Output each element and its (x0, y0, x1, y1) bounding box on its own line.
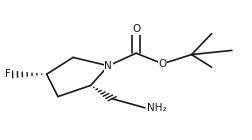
Text: F: F (6, 69, 11, 80)
Text: O: O (132, 24, 140, 34)
Text: O: O (159, 59, 167, 69)
Text: N: N (105, 61, 112, 71)
Text: NH₂: NH₂ (147, 103, 167, 113)
